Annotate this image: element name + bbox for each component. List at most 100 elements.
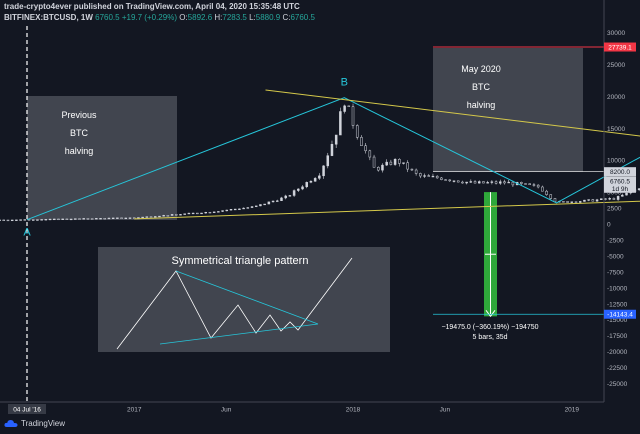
candle-body xyxy=(427,175,431,177)
candle-body xyxy=(254,205,258,207)
candle-body xyxy=(477,181,481,184)
candle-body xyxy=(69,218,73,221)
candle-body xyxy=(334,134,338,145)
candle-body xyxy=(280,197,283,202)
candle-body xyxy=(297,188,300,191)
candle-body xyxy=(456,180,460,183)
candle-body xyxy=(343,105,346,112)
price-tick: 2500 xyxy=(607,206,622,213)
price-label-box xyxy=(604,183,636,193)
candle-body xyxy=(339,111,342,136)
time-axis[interactable]: 04 Jul '162017Jun2018Jun2019Jun202011 Ma… xyxy=(0,401,640,414)
candle-body xyxy=(158,215,161,218)
candle-body xyxy=(423,175,426,177)
price-tick: -12500 xyxy=(607,301,628,308)
candle-body xyxy=(377,166,380,171)
candle-body xyxy=(82,218,85,220)
candle-body xyxy=(309,180,313,183)
price-axis[interactable]: 3000025000200001500010000500025000-2500-… xyxy=(603,0,636,402)
measure-arrow-head xyxy=(485,310,496,318)
tradingview-logo[interactable]: TradingView xyxy=(4,419,65,428)
price-tick: -5000 xyxy=(607,253,624,260)
previous-halving-text-line-0: Previous xyxy=(61,110,97,120)
candle-body xyxy=(170,214,174,216)
ohlc-open-value: 5892.6 xyxy=(187,13,213,22)
candle-body xyxy=(124,217,128,220)
candle-body xyxy=(313,178,317,182)
candle-body xyxy=(263,203,266,206)
candle-body xyxy=(19,219,22,221)
candle-body xyxy=(528,183,531,185)
candle-body xyxy=(318,175,321,179)
candle-body xyxy=(578,201,582,203)
candle-body xyxy=(616,196,620,200)
previous-halving-text-line-1: BTC xyxy=(70,128,89,138)
annotation-text: ABCDPreviousBTChalvingMay 2020BTChalving… xyxy=(23,64,538,341)
candle-body xyxy=(196,212,199,215)
symbol-line: BITFINEX:BTCUSD, 1W 6760.5 +19.7 (+0.29%… xyxy=(4,13,315,22)
candle-body xyxy=(288,195,292,197)
symbol-label: BITFINEX:BTCUSD, 1W xyxy=(4,13,93,22)
candle-body xyxy=(250,206,254,208)
price-tick: 15000 xyxy=(607,126,625,133)
candle-body xyxy=(410,168,414,171)
drawing-lines xyxy=(26,26,640,402)
candles xyxy=(0,103,640,222)
price-label-box xyxy=(604,176,636,186)
candle-body xyxy=(284,195,287,199)
candle-body xyxy=(40,219,43,221)
price-tick: 10000 xyxy=(607,158,625,165)
candle-body xyxy=(204,211,207,214)
candle-body xyxy=(27,219,31,221)
candle-body xyxy=(570,201,574,203)
price-tick: -22500 xyxy=(607,365,628,372)
may-2020-halving-text-line-2: halving xyxy=(467,100,496,110)
candle-body xyxy=(0,219,1,221)
ohlc-high-value: 7283.5 xyxy=(222,13,247,22)
candle-body xyxy=(368,150,372,158)
candle-body xyxy=(549,194,553,199)
price-tick: -2500 xyxy=(607,237,624,244)
candle-body xyxy=(233,208,237,211)
price-label: 6760.5 xyxy=(610,178,630,185)
candle-body xyxy=(461,181,464,184)
last-price: 6760.5 xyxy=(95,13,120,22)
candle-body xyxy=(608,198,611,200)
candle-body xyxy=(103,218,107,220)
candle-body xyxy=(61,218,64,220)
candle-body xyxy=(355,125,359,138)
candle-body xyxy=(208,211,212,214)
candle-body xyxy=(393,159,397,165)
candle-body xyxy=(120,217,123,219)
candle-body xyxy=(162,215,165,217)
time-tick: 2019 xyxy=(565,407,580,414)
time-tick: Jun xyxy=(440,407,451,414)
price-tick: -15000 xyxy=(607,317,628,324)
may-2020-halving-text-line-1: BTC xyxy=(472,82,491,92)
ohlc-open-key: O: xyxy=(179,13,188,22)
price-label: 1d 9h xyxy=(612,186,629,193)
candle-body xyxy=(154,216,157,218)
price-label-box xyxy=(604,42,636,52)
candle-body xyxy=(259,204,262,207)
price-tick: 30000 xyxy=(607,30,625,37)
candle-body xyxy=(499,181,502,184)
brand-label: TradingView xyxy=(21,419,66,428)
candle-body xyxy=(507,181,510,184)
candle-body xyxy=(587,199,590,201)
publisher-line: trade-crypto4ever published on TradingVi… xyxy=(4,2,300,11)
candle-body xyxy=(381,164,384,171)
candle-body xyxy=(545,190,548,195)
price-tick: -17500 xyxy=(607,333,628,340)
time-tick: Jun xyxy=(221,407,232,414)
candle-body xyxy=(95,218,98,220)
pattern-zigzag xyxy=(116,257,353,350)
ohlc-low-value: 5880.9 xyxy=(255,13,281,22)
triangle-pattern-title-line-0: Symmetrical triangle pattern xyxy=(172,255,309,267)
price-tick: 0 xyxy=(607,222,611,229)
point-label-a: A xyxy=(23,226,31,238)
candle-body xyxy=(166,215,170,217)
candle-body xyxy=(591,199,595,202)
candle-body xyxy=(111,217,115,219)
